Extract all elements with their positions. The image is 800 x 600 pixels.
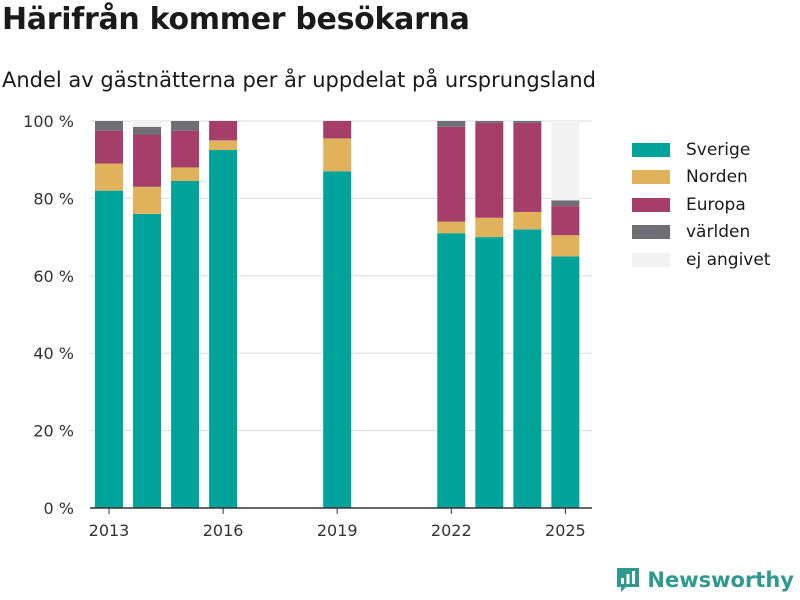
x-tick-label: 2019 (317, 521, 358, 540)
bar-segment (551, 235, 580, 257)
legend-item-norden[interactable]: Norden (632, 164, 770, 192)
legend-label-varlden: världen (686, 222, 751, 243)
y-tick-label: 60 % (33, 267, 74, 286)
bar-segment (437, 121, 466, 127)
bar-segment (513, 229, 542, 509)
legend-swatch-europa (632, 197, 670, 212)
y-tick-label: 40 % (33, 344, 74, 363)
legend-item-europa[interactable]: Europa (632, 191, 770, 219)
y-tick-label: 20 % (33, 422, 74, 441)
bar-segment (551, 121, 580, 201)
x-tick-label: 2025 (545, 521, 586, 540)
bar-segment (475, 237, 504, 508)
newsworthy-brand[interactable]: Newsworthy (615, 566, 794, 594)
bar-segment (475, 122, 504, 218)
y-tick-label: 80 % (33, 189, 74, 208)
newsworthy-logo-icon (617, 568, 640, 592)
bar-segment (475, 121, 504, 123)
bar-segment (133, 213, 162, 508)
legend-swatch-ej-angivet (632, 252, 670, 267)
bar-segment (133, 126, 162, 135)
bar-segment (437, 126, 466, 222)
bar-segment (95, 190, 124, 508)
bar-segment (171, 121, 200, 131)
bar-segment (437, 221, 466, 234)
bar-segment (171, 167, 200, 181)
chart-title: Härifrån kommer besökarna (2, 2, 470, 37)
bar-segment (95, 130, 124, 164)
bar-segment (209, 150, 238, 508)
bar-segment (551, 256, 580, 508)
legend-item-ej-angivet[interactable]: ej angivet (632, 246, 770, 274)
bar-segment (323, 121, 352, 139)
legend-label-norden: Norden (686, 167, 748, 188)
bar-segment (133, 121, 162, 127)
bar-segment (95, 121, 124, 131)
legend-swatch-norden (632, 170, 670, 185)
legend-swatch-varlden (632, 225, 670, 240)
bar-segment (551, 200, 580, 207)
bar-segment (133, 134, 162, 187)
bar-segment (513, 121, 542, 123)
bar-segment (475, 217, 504, 238)
bar-segment (209, 140, 238, 151)
chart-subtitle: Andel av gästnätterna per år uppdelat på… (2, 68, 596, 92)
bar-segment (323, 171, 352, 508)
legend-label-europa: Europa (686, 194, 746, 215)
bar-segment (323, 138, 352, 172)
brand-name: Newsworthy (647, 568, 794, 592)
legend-swatch-sverige (632, 142, 670, 157)
x-tick-label: 2022 (431, 521, 472, 540)
bar-segment (513, 122, 542, 212)
bar-segment (209, 121, 238, 141)
bar-segment (171, 180, 200, 509)
x-tick-label: 2013 (89, 521, 130, 540)
legend-item-sverige[interactable]: Sverige (632, 136, 770, 164)
bar-segment (437, 233, 466, 509)
bar-segment (551, 206, 580, 236)
legend-label-sverige: Sverige (686, 139, 751, 160)
y-tick-label: 100 % (23, 112, 74, 131)
legend-item-varlden[interactable]: världen (632, 219, 770, 247)
y-tick-label: 0 % (44, 499, 74, 518)
bar-segment (95, 163, 124, 191)
bar-segment (513, 211, 542, 230)
bar-segment (133, 186, 162, 214)
bar-segment (171, 130, 200, 168)
chart-legend: Sverige Norden Europa världen ej angivet (632, 136, 770, 274)
x-tick-label: 2016 (203, 521, 244, 540)
legend-label-ej-angivet: ej angivet (686, 249, 771, 270)
